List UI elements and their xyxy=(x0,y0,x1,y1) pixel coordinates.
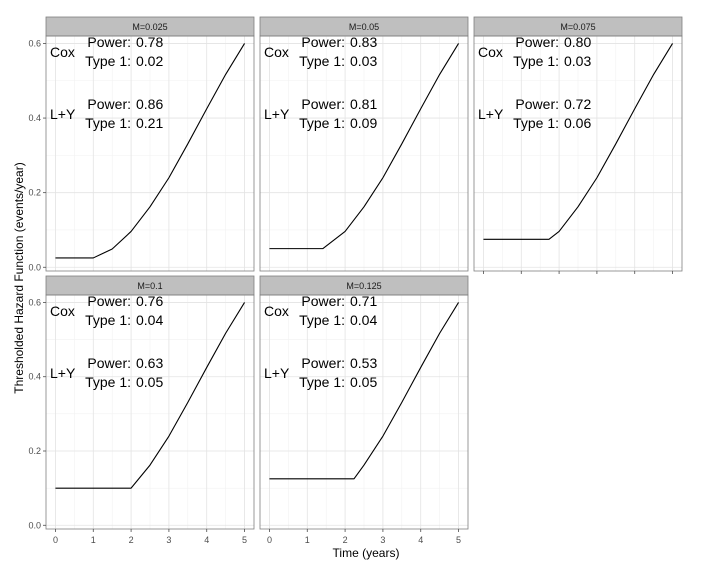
method-label: L+Y xyxy=(264,365,290,381)
power-label: Power: xyxy=(301,96,345,112)
x-tick-label: 2 xyxy=(129,535,134,545)
y-tick-label: 0.0 xyxy=(28,262,41,272)
x-tick-label: 5 xyxy=(456,535,461,545)
x-tick-label: 0 xyxy=(267,535,272,545)
panel-5: M=0.125 Cox Power: 0.71 Type 1: 0.04 L+Y Power:… xyxy=(259,275,469,545)
hazard-curve xyxy=(269,43,460,250)
method-label: Cox xyxy=(50,303,75,319)
power-value: 0.83 xyxy=(350,34,377,50)
panel-2: M=0.05 Cox Power: 0.83 Type 1: 0.03 L+Y Power: 0… xyxy=(259,16,469,272)
facet-strip-label: M=0.025 xyxy=(132,22,167,32)
x-tick-label: 1 xyxy=(91,535,96,545)
type1-value: 0.21 xyxy=(136,115,163,131)
power-label: Power: xyxy=(87,355,131,371)
hazard-curve xyxy=(269,302,460,480)
x-axis-title: Time (years) xyxy=(333,546,400,560)
power-label: Power: xyxy=(301,355,345,371)
type1-label: Type 1: xyxy=(85,115,131,131)
panel-border xyxy=(45,294,255,530)
hazard-curve xyxy=(483,43,674,240)
method-label: Cox xyxy=(264,303,289,319)
power-label: Power: xyxy=(515,96,559,112)
x-tick-label: 4 xyxy=(418,535,423,545)
type1-label: Type 1: xyxy=(299,374,345,390)
panel-border xyxy=(259,294,469,530)
type1-value: 0.02 xyxy=(136,53,163,69)
facet-strip-label: M=0.1 xyxy=(137,281,162,291)
power-label: Power: xyxy=(87,293,131,309)
method-label: Cox xyxy=(50,44,75,60)
x-tick-label: 3 xyxy=(380,535,385,545)
method-label: L+Y xyxy=(478,106,504,122)
panel-border xyxy=(45,35,255,272)
y-tick-label: 0.4 xyxy=(28,372,41,382)
power-label: Power: xyxy=(87,96,131,112)
facet-strip-label: M=0.075 xyxy=(560,22,595,32)
power-value: 0.71 xyxy=(350,293,377,309)
panel-3: M=0.075 Cox Power: 0.80 Type 1: 0.03 L+Y Power:… xyxy=(473,16,683,274)
power-label: Power: xyxy=(87,34,131,50)
power-label: Power: xyxy=(301,293,345,309)
type1-value: 0.06 xyxy=(564,115,591,131)
type1-label: Type 1: xyxy=(513,53,559,69)
power-value: 0.76 xyxy=(136,293,163,309)
x-tick-label: 2 xyxy=(343,535,348,545)
power-value: 0.86 xyxy=(136,96,163,112)
power-value: 0.53 xyxy=(350,355,377,371)
y-tick-label: 0.0 xyxy=(28,520,41,530)
y-tick-label: 0.2 xyxy=(28,188,41,198)
panel-border xyxy=(473,35,683,272)
y-tick-label: 0.6 xyxy=(28,297,41,307)
x-tick-label: 0 xyxy=(53,535,58,545)
type1-label: Type 1: xyxy=(85,374,131,390)
type1-value: 0.03 xyxy=(564,53,591,69)
type1-value: 0.04 xyxy=(350,312,377,328)
type1-value: 0.05 xyxy=(136,374,163,390)
method-label: Cox xyxy=(478,44,503,60)
type1-value: 0.03 xyxy=(350,53,377,69)
method-label: L+Y xyxy=(50,365,76,381)
x-tick-label: 5 xyxy=(242,535,247,545)
type1-label: Type 1: xyxy=(85,312,131,328)
y-axis-title: Thresholded Hazard Function (events/year… xyxy=(12,162,26,393)
type1-label: Type 1: xyxy=(513,115,559,131)
power-label: Power: xyxy=(301,34,345,50)
method-label: Cox xyxy=(264,44,289,60)
facet-strip-label: M=0.05 xyxy=(349,22,379,32)
y-tick-label: 0.4 xyxy=(28,113,41,123)
type1-label: Type 1: xyxy=(299,115,345,131)
power-value: 0.78 xyxy=(136,34,163,50)
power-value: 0.80 xyxy=(564,34,591,50)
x-tick-label: 3 xyxy=(166,535,171,545)
panel-border xyxy=(259,35,469,272)
power-value: 0.81 xyxy=(350,96,377,112)
hazard-curve xyxy=(55,302,246,489)
type1-label: Type 1: xyxy=(299,312,345,328)
power-value: 0.72 xyxy=(564,96,591,112)
power-value: 0.63 xyxy=(136,355,163,371)
type1-value: 0.04 xyxy=(136,312,163,328)
type1-value: 0.09 xyxy=(350,115,377,131)
type1-label: Type 1: xyxy=(85,53,131,69)
panel-1: M=0.025 Cox Power: 0.78 Type 1: 0.02 L+Y Power:… xyxy=(28,16,255,272)
type1-label: Type 1: xyxy=(299,53,345,69)
method-label: L+Y xyxy=(50,106,76,122)
facet-strip-label: M=0.125 xyxy=(346,281,381,291)
y-tick-label: 0.2 xyxy=(28,446,41,456)
x-tick-label: 4 xyxy=(204,535,209,545)
y-tick-label: 0.6 xyxy=(28,38,41,48)
hazard-curve xyxy=(55,43,246,259)
method-label: L+Y xyxy=(264,106,290,122)
type1-value: 0.05 xyxy=(350,374,377,390)
power-label: Power: xyxy=(515,34,559,50)
x-tick-label: 1 xyxy=(305,535,310,545)
